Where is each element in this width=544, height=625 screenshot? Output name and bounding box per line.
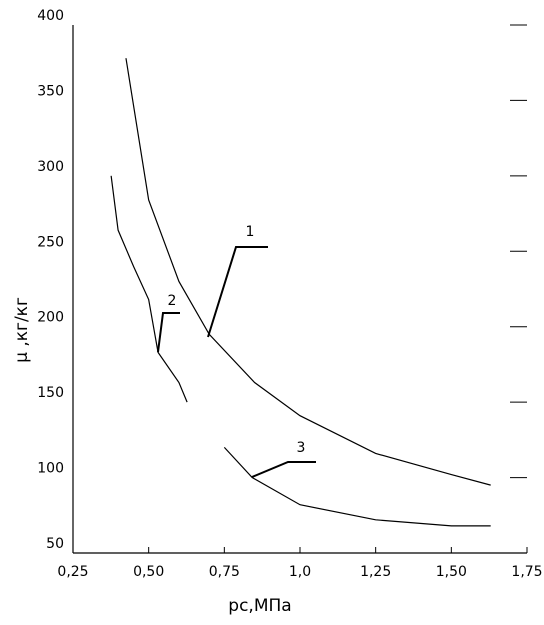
x-tick-label: 1,0 [289, 564, 311, 580]
x-tick-label: 0,25 [57, 564, 88, 580]
x-tick-label: 1,25 [360, 564, 391, 580]
leader-line [251, 461, 316, 478]
leader-line [157, 312, 180, 353]
x-tick-label: 0,50 [133, 564, 164, 580]
y-tick-label: 50 [46, 536, 64, 552]
x-axis-label: pc,МПа [228, 596, 291, 616]
annotation: 2 [168, 293, 177, 309]
y-tick-label: 400 [37, 8, 64, 24]
annotation: 1 [246, 224, 255, 240]
y-tick-label: 250 [37, 234, 64, 250]
x-tick-label: 1,50 [436, 564, 467, 580]
x-tick-label: 1,75 [511, 564, 542, 580]
y-tick-label: 100 [37, 461, 64, 477]
y-tick-label: 350 [37, 83, 64, 99]
line [125, 58, 491, 486]
y-axis-label: μ ,кг/кг [12, 297, 32, 363]
y-tick-label: 200 [37, 310, 64, 326]
x-tick-label: 0,75 [209, 564, 240, 580]
leader-line [207, 246, 268, 338]
line [110, 175, 491, 527]
y-tick-label: 150 [37, 385, 64, 401]
y-tick-label: 300 [37, 159, 64, 175]
annotation: 3 [297, 440, 306, 456]
